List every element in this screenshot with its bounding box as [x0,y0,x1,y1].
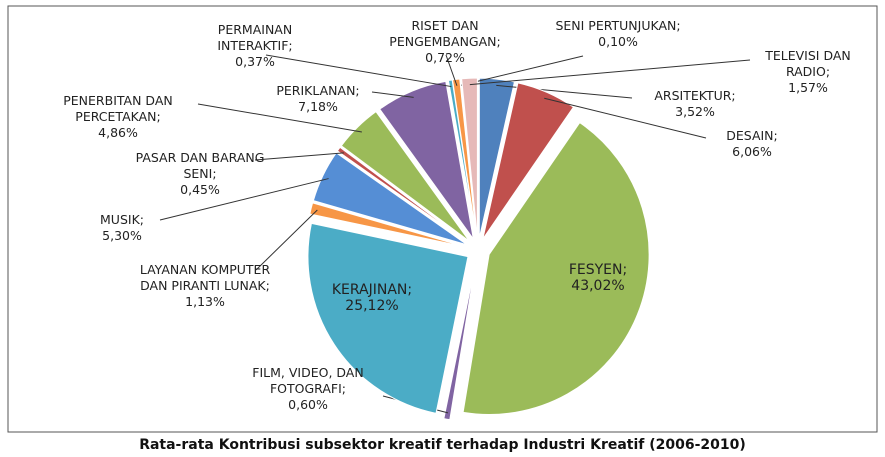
value-label: 0,37% [235,54,275,69]
category-label: ARSITEKTUR; [654,88,736,103]
leader-line [469,59,751,86]
value-label: 6,06% [732,144,772,159]
value-label: 7,18% [298,99,338,114]
slice-label: FILM, VIDEO, DAN FOTOGRAFI; 0,60% [233,365,383,413]
category-label: PERMAINAN INTERAKTIF; [217,22,293,53]
slice-label: PENERBITAN DAN PERCETAKAN; 4,86% [33,93,203,141]
pie-slice [461,77,478,239]
slice-label: LAYANAN KOMPUTER DAN PIRANTI LUNAK; 1,13% [130,262,280,310]
category-label: FESYEN; [568,262,628,278]
leader-line [461,55,584,86]
pie-slice [459,78,478,239]
chart-title: Rata-rata Kontribusi subsektor kreatif t… [139,437,746,453]
slice-label: FESYEN; 43,02% [548,262,648,294]
slice-label: TELEVISI DAN RADIO; 1,57% [753,48,863,96]
pie-slice [478,77,516,239]
slice-label: RISET DAN PENGEMBANGAN; 0,72% [360,18,530,66]
leader-line [197,103,362,133]
category-label: TELEVISI DAN RADIO; [765,48,851,79]
value-label: 0,72% [425,50,465,65]
value-label: 3,52% [675,104,715,119]
category-label: SENI PERTUNJUKAN; [555,18,681,33]
slice-label: PERIKLANAN; 7,18% [263,83,373,115]
leader-line [544,97,707,139]
value-label: 43,02% [571,278,625,294]
pie-slice [336,146,469,244]
slice-label: KERAJINAN; 25,12% [312,282,432,314]
slice-label: MUSIK; 5,30% [82,212,162,244]
value-label: 25,12% [345,298,399,314]
category-label: RISET DAN PENGEMBANGAN; [389,18,501,49]
slice-label: SENI PERTUNJUKAN; 0,10% [553,18,683,50]
slice-label: PERMAINAN INTERAKTIF; 0,37% [190,22,320,70]
category-label: LAYANAN KOMPUTER DAN PIRANTI LUNAK; [139,262,271,293]
value-label: 1,13% [185,294,225,309]
leader-line [255,209,318,271]
pie-slice [379,80,474,240]
value-label: 4,86% [98,125,138,140]
pie-slice [340,110,470,242]
value-label: 5,30% [102,228,142,243]
pie-slice [443,261,477,421]
category-label: PASAR DAN BARANG SENI; [135,150,265,181]
category-label: PENERBITAN DAN PERCETAKAN; [63,93,173,124]
slice-label: ARSITEKTUR; 3,52% [625,88,765,120]
category-label: FILM, VIDEO, DAN FOTOGRAFI; [252,365,364,396]
slice-label: PASAR DAN BARANG SENI; 0,45% [125,150,275,198]
pie-slice [312,152,468,246]
pie-slice [482,82,575,240]
category-label: KERAJINAN; [331,282,413,298]
leader-line [254,152,344,161]
pie-slice [307,222,469,414]
leader-line [159,178,329,221]
pie-slice [309,202,467,248]
category-label: MUSIK; [100,212,144,227]
leader-line [371,91,414,98]
leader-line [265,54,452,88]
leader-line [445,54,458,86]
pie-slice [462,121,650,415]
category-label: PERIKLANAN; [276,83,360,98]
category-label: DESAIN; [726,128,778,143]
value-label: 1,57% [788,80,828,95]
value-label: 0,60% [288,397,328,412]
slice-label: DESAIN; 6,06% [702,128,802,160]
value-label: 0,45% [180,182,220,197]
value-label: 0,10% [598,34,638,49]
